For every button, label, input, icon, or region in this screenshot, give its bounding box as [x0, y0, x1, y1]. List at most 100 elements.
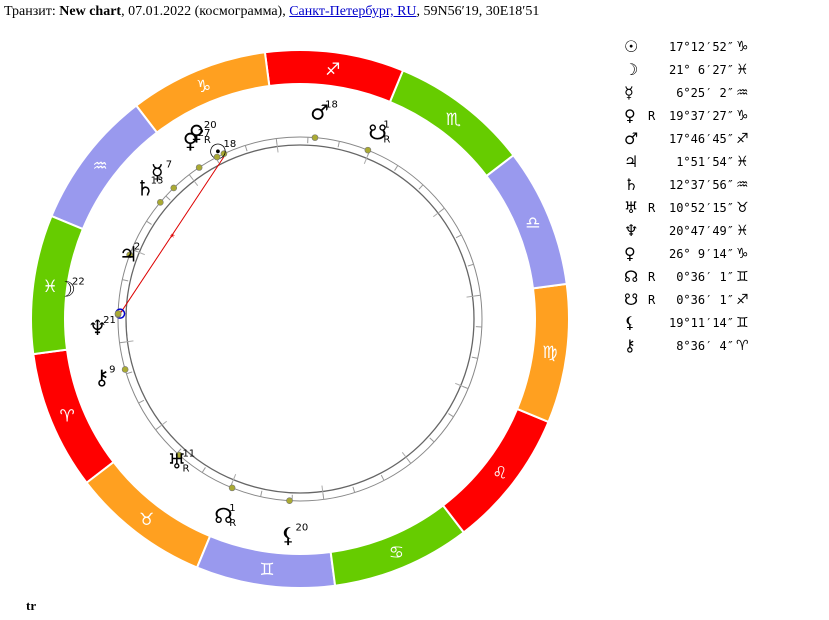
chiron-dot — [121, 366, 129, 373]
degree-tick — [119, 341, 126, 344]
moon-marker[interactable]: ☽︎22 — [57, 276, 85, 301]
retrograde-flag: R — [648, 201, 656, 215]
position-row-neptune: ♆︎ 20°47′49″ ♓︎ — [622, 222, 827, 245]
position-degrees: 6°25′ 2″ — [676, 86, 734, 100]
lilith-marker[interactable]: ⚸︎ 20 — [281, 523, 309, 548]
mercury-marker[interactable]: ☿︎ 7 — [151, 159, 172, 184]
chiron-icon: ⚷︎ — [624, 336, 636, 355]
sign-glyph-taurus: ♉︎ — [139, 510, 154, 530]
north-node-glyph: ☊︎ — [214, 504, 233, 528]
degree-tick — [131, 248, 138, 253]
venus-marker[interactable]: ♀︎ 20 R — [189, 120, 217, 146]
position-sign-icon: ♓︎ — [736, 154, 749, 170]
south-node-glyph: ☋︎ — [368, 121, 387, 145]
chiron-glyph: ⚷︎ — [94, 365, 109, 389]
sign-cusp-tick — [192, 179, 199, 187]
chart-coords: , 59N56′19, 30E18′51 — [416, 4, 540, 19]
position-row-venus: ♀︎ R 19°37′27″ ♑︎ — [622, 107, 827, 130]
sign-cusp-tick — [321, 485, 324, 494]
position-row-pluto: ♀︎ 26° 9′14″ ♑︎ — [622, 245, 827, 268]
neptune-degree-label: 21 — [103, 315, 116, 326]
pluto-marker[interactable]: ♀︎ 27 — [183, 128, 211, 153]
uranus-retrograde-mark: R — [182, 463, 189, 474]
position-degrees: 20°47′49″ — [668, 224, 734, 238]
position-sign-icon: ♒︎ — [736, 85, 749, 101]
sign-segment-pisces — [30, 214, 85, 356]
uranus-marker[interactable]: ♅︎11 R — [167, 448, 195, 474]
venus-retrograde-mark: R — [204, 135, 211, 146]
north-node-degree-label: 1 — [229, 503, 235, 514]
position-degrees: 1°51′54″ — [676, 155, 734, 169]
sign-glyph-capricorn: ♑︎ — [196, 77, 211, 97]
sun-icon: ☉︎ — [624, 37, 639, 56]
saturn-marker[interactable]: ♄︎13 — [136, 176, 164, 201]
sun-glyph: ☉︎ — [208, 140, 227, 164]
chart-header: Транзит: New chart, 07.01.2022 (космогра… — [4, 4, 539, 20]
north-node-marker[interactable]: ☊︎1 R — [214, 503, 236, 529]
position-degrees: 12°37′56″ — [668, 178, 734, 192]
neptune-marker[interactable]: ♆︎21 — [88, 315, 116, 340]
position-row-uranus: ♅︎ R 10°52′15″ ♉︎ — [622, 199, 827, 222]
degree-tick — [455, 234, 462, 239]
position-degrees: 21° 6′27″ — [668, 63, 734, 77]
north-node-icon: ☊︎ — [624, 267, 639, 286]
position-sign-icon: ♓︎ — [736, 62, 749, 78]
sign-glyph-virgo: ♍︎ — [542, 343, 557, 363]
sign-glyph-sagittarius: ♐︎ — [325, 60, 340, 80]
sign-glyph-aries: ♈︎ — [60, 406, 75, 426]
inner-circle — [117, 136, 483, 502]
degree-tick — [138, 399, 145, 404]
chart-date: , 07.01.2022 (космограмма), — [121, 4, 290, 19]
chart-name: New chart — [59, 4, 122, 19]
sign-cusp-tick — [432, 211, 440, 218]
degree-ring-inner — [125, 144, 475, 494]
sign-cusp-tick — [125, 340, 134, 343]
position-row-sun: ☉︎ 17°12′52″ ♑︎ — [622, 38, 827, 61]
position-sign-icon: ♓︎ — [736, 223, 749, 239]
degree-tick — [471, 356, 478, 359]
mars-glyph: ♂︎ — [310, 101, 329, 125]
retrograde-flag: R — [648, 293, 656, 307]
position-row-mars: ♂︎ 17°46′45″ ♐︎ — [622, 130, 827, 153]
aspect-symbol: ⚹ — [170, 231, 175, 240]
degree-tick — [188, 174, 194, 180]
south-node-marker[interactable]: ☋︎1 R — [368, 120, 390, 146]
position-row-south-node: ☋︎ R 0°36′ 1″ ♐︎ — [622, 291, 827, 314]
degree-tick — [448, 413, 454, 418]
degree-tick — [418, 184, 424, 190]
uranus-degree-label: 11 — [182, 448, 195, 459]
jupiter-glyph: ♃︎ — [119, 242, 138, 266]
position-degrees: 19°11′14″ — [668, 316, 734, 330]
location-link[interactable]: Санкт-Петербург, RU — [289, 4, 417, 19]
jupiter-icon: ♃︎ — [624, 152, 639, 171]
uranus-glyph: ♅︎ — [167, 449, 186, 473]
sign-glyph-libra: ♎︎ — [525, 214, 540, 234]
jupiter-marker[interactable]: ♃︎2 — [119, 241, 140, 266]
neptune-glyph: ♆︎ — [88, 316, 107, 340]
sign-cusp-tick — [401, 451, 408, 459]
sun-marker[interactable]: ☉︎18 — [208, 139, 236, 164]
mars-degree-label: 18 — [325, 100, 338, 111]
mars-marker[interactable]: ♂︎18 — [310, 100, 338, 125]
position-degrees: 26° 9′14″ — [668, 247, 734, 261]
planet-markers: ☉︎18☽︎22☿︎ 7♀︎ 20R♂︎18♃︎2♄︎13♅︎11R♆︎21♀︎ 27… — [57, 100, 390, 548]
position-row-north-node: ☊︎ R 0°36′ 1″ ♊︎ — [622, 268, 827, 291]
position-sign-icon: ♉︎ — [736, 200, 749, 216]
retrograde-flag: R — [648, 109, 656, 123]
mercury-icon: ☿︎ — [624, 83, 634, 102]
degree-tick — [467, 263, 474, 267]
degree-tick — [337, 141, 340, 148]
south-node-retrograde-mark: R — [383, 135, 390, 146]
position-row-saturn: ♄︎ 12°37′56″ ♒︎ — [622, 176, 827, 199]
sign-cusp-tick — [466, 295, 475, 298]
saturn-dot — [157, 199, 164, 206]
uranus-icon: ♅︎ — [624, 198, 639, 217]
chiron-marker[interactable]: ⚷︎ 9 — [94, 364, 115, 389]
venus-glyph: ♀︎ — [189, 121, 204, 145]
degree-tick — [462, 385, 469, 390]
degree-tick — [122, 279, 129, 282]
south-node-icon: ☋︎ — [624, 290, 639, 309]
planet-positions-table: ☉︎ 17°12′52″ ♑︎ ☽︎ 21° 6′27″ ♓︎ ☿︎ 6°25′ 2″ ♒︎ ♀︎… — [622, 38, 827, 360]
sun-degree-label: 18 — [223, 139, 236, 150]
